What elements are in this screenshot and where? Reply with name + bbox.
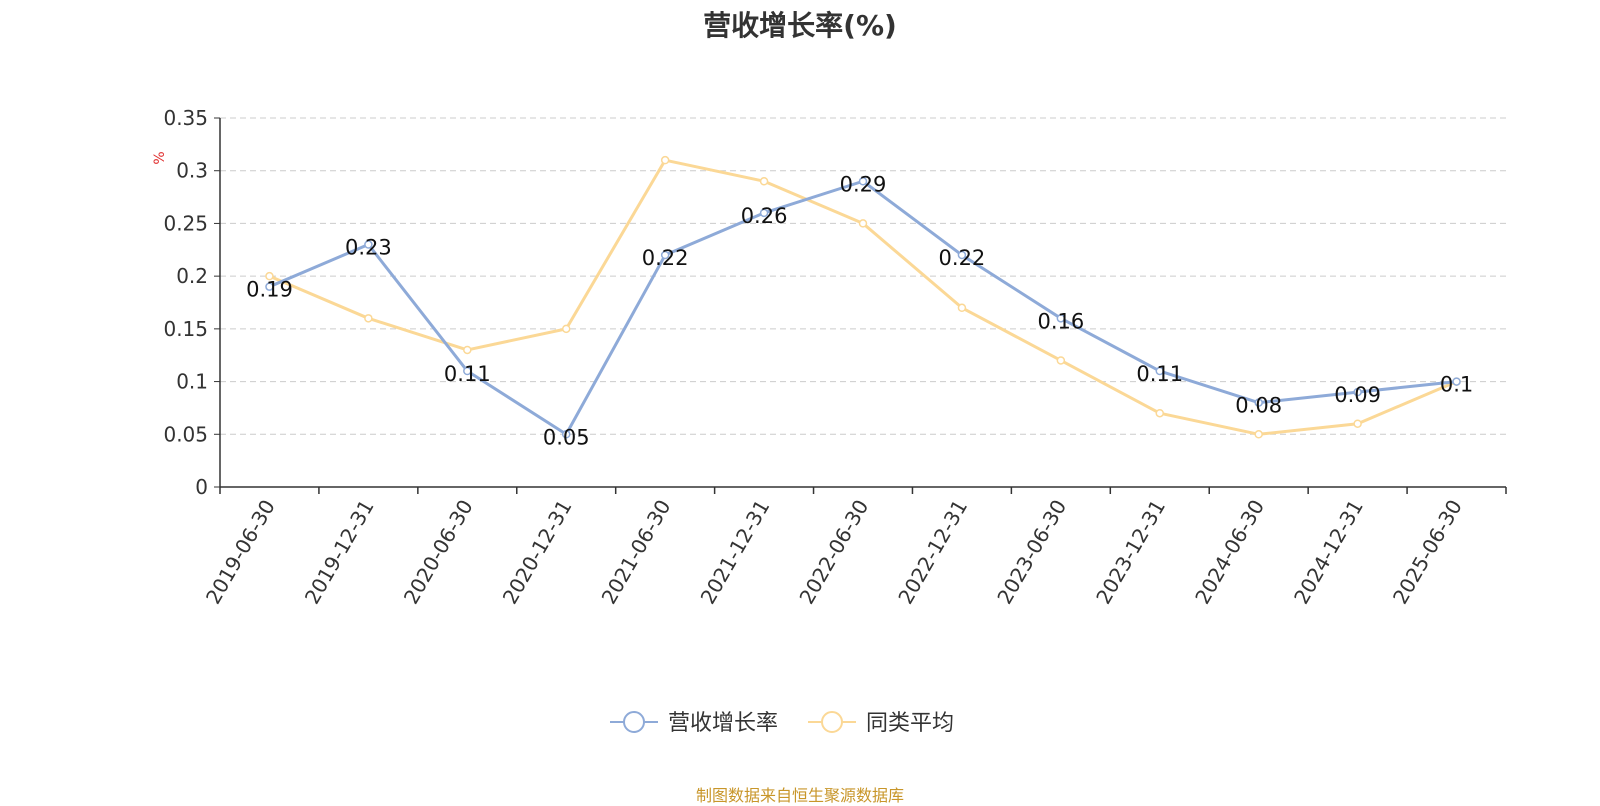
data-point[interactable]: [759, 208, 769, 218]
axes: 0 0.05 0.1 0.15 0.2 0.25 0.3 0.35% 2019-06-30 201…: [152, 106, 1507, 609]
legend-label: 营收增长率: [668, 711, 778, 736]
series: [265, 155, 1461, 439]
data-label: 0.16: [1037, 309, 1084, 333]
data-point[interactable]: [858, 219, 868, 228]
x-tick-label: 2024-12-31: [1289, 496, 1368, 609]
y-tick-label: 0.25: [163, 211, 208, 235]
y-tick-label: 0.2: [176, 264, 208, 288]
data-label: 0.09: [1334, 383, 1381, 407]
legend-item-peer-average[interactable]: 同类平均: [808, 711, 954, 736]
x-tick-label: 2022-12-31: [893, 496, 972, 609]
data-point[interactable]: [1056, 314, 1066, 323]
data-point[interactable]: [759, 177, 769, 186]
data-point[interactable]: [1353, 387, 1362, 397]
data-label: 0.11: [1136, 362, 1183, 386]
data-label: 0.29: [840, 172, 887, 196]
x-tick-label: 2019-12-31: [300, 496, 379, 609]
x-tick-label: 2022-06-30: [794, 496, 873, 609]
x-tick-label: 2019-06-30: [201, 496, 280, 609]
x-tick-label: 2020-06-30: [399, 496, 478, 609]
x-tick-label: 2023-12-31: [1091, 496, 1170, 609]
data-point[interactable]: [265, 282, 274, 291]
y-tick-label: 0: [195, 475, 208, 499]
grid-lines: [220, 117, 1506, 435]
data-point[interactable]: [1155, 366, 1165, 376]
y-tick-label: 0.3: [176, 159, 208, 183]
legend-marker: [623, 711, 645, 733]
data-point[interactable]: [660, 155, 670, 165]
data-point[interactable]: [1254, 430, 1263, 439]
data-point[interactable]: [1254, 398, 1263, 407]
legend[interactable]: 营收增长率 同类平均: [610, 711, 954, 736]
source-note: 制图数据来自恒生聚源数据库: [695, 786, 904, 805]
chart-title: 营收增长率(%): [703, 9, 897, 42]
data-point[interactable]: [1155, 408, 1165, 418]
x-tick-label: 2025-06-30: [1388, 496, 1467, 609]
y-tick-label: 0.15: [163, 317, 208, 341]
legend-marker: [821, 711, 843, 733]
x-tick-label: 2021-12-31: [696, 496, 775, 609]
y-tick-label: 0.1: [176, 370, 208, 394]
data-point[interactable]: [1452, 377, 1461, 386]
data-point[interactable]: [957, 250, 967, 260]
data-point[interactable]: [463, 366, 472, 376]
y-tick-label: 0.05: [163, 422, 208, 446]
data-labels: 0.19 0.23 0.11 0.05 0.22 0.26 0.29 0.22 0.16 0.11…: [246, 172, 1473, 449]
data-label: 0.22: [642, 246, 689, 270]
data-point[interactable]: [364, 240, 373, 249]
y-tick-label: 0.35: [163, 106, 208, 130]
data-point[interactable]: [463, 345, 472, 355]
data-label: 0.05: [543, 425, 590, 449]
data-label: 0.26: [741, 204, 788, 228]
line-chart: 0 0.05 0.1 0.15 0.2 0.25 0.3 0.35% 2019-06-30 201…: [152, 106, 1507, 736]
legend-label: 同类平均: [866, 711, 954, 736]
data-label: 0.1: [1440, 373, 1473, 397]
data-point[interactable]: [957, 303, 967, 313]
data-point[interactable]: [265, 271, 274, 281]
data-point[interactable]: [858, 177, 868, 186]
y-axis-unit: %: [152, 151, 168, 164]
data-point[interactable]: [1353, 419, 1362, 428]
data-label: 0.23: [345, 236, 392, 260]
data-label: 0.22: [939, 246, 986, 270]
data-point[interactable]: [364, 314, 373, 323]
data-point[interactable]: [660, 250, 670, 260]
data-label: 0.19: [246, 278, 293, 302]
x-tick-label: 2023-06-30: [992, 496, 1071, 609]
data-label: 0.08: [1235, 394, 1282, 418]
data-point[interactable]: [1056, 356, 1066, 365]
x-tick-label: 2020-12-31: [498, 496, 577, 609]
data-point[interactable]: [561, 324, 571, 334]
x-tick-label: 2021-06-30: [597, 496, 676, 609]
data-point[interactable]: [561, 430, 571, 439]
x-tick-label: 2024-06-30: [1190, 496, 1269, 609]
data-label: 0.11: [444, 362, 491, 386]
legend-item-growth[interactable]: 营收增长率: [610, 711, 778, 736]
